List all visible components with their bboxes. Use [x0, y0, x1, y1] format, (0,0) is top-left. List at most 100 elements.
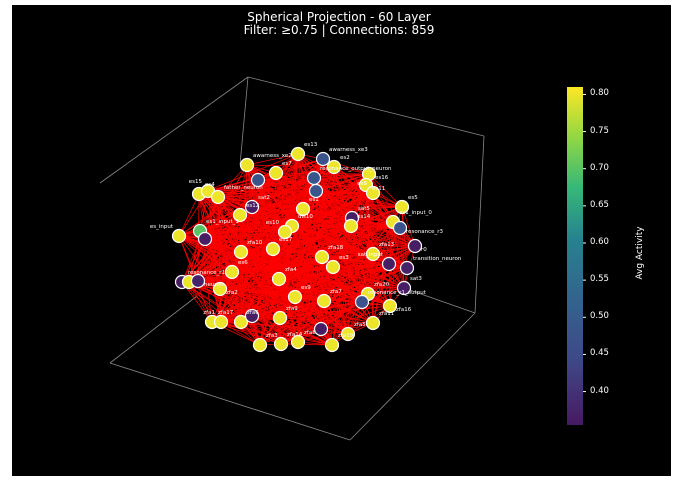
node-label: es13 — [304, 142, 318, 148]
node — [315, 151, 331, 167]
node — [268, 165, 284, 181]
edge — [280, 287, 405, 345]
edge — [279, 300, 325, 319]
edge — [211, 245, 416, 323]
edge — [240, 231, 286, 253]
edge — [399, 227, 405, 289]
edge — [297, 322, 374, 343]
edge — [181, 173, 370, 283]
node-label: zfa8 — [304, 330, 316, 336]
node-label: sat2 — [258, 195, 270, 201]
node-label: es_input — [150, 224, 174, 230]
edge — [240, 251, 369, 295]
node-label: es1_input_0 — [399, 210, 432, 216]
node — [272, 310, 288, 326]
node-label: neuron — [204, 282, 224, 288]
nodes — [171, 146, 423, 353]
node-label: es10 — [266, 220, 280, 226]
edge — [240, 301, 363, 323]
node-label: es1 — [309, 197, 319, 203]
colorbar-tick: 0.75 — [590, 125, 609, 136]
edge — [188, 281, 213, 323]
node-label: zfa1 — [203, 310, 215, 316]
edge — [240, 164, 248, 253]
node — [382, 298, 398, 314]
node — [313, 321, 329, 337]
edge — [207, 173, 370, 192]
node-labels: es13 awarness_xe3 es2 awarness_xe2 es7 resona… — [150, 142, 462, 339]
edge — [217, 173, 370, 198]
edge — [231, 263, 390, 273]
edge — [240, 321, 282, 345]
edge — [246, 153, 299, 166]
edge — [279, 317, 374, 324]
edge — [197, 280, 405, 289]
edge — [239, 208, 304, 216]
node — [365, 246, 381, 262]
node — [273, 336, 289, 352]
node-label: awarness_xe2 — [253, 153, 292, 159]
edge — [219, 267, 408, 290]
edge — [280, 343, 333, 346]
node — [233, 244, 249, 260]
edge — [323, 300, 333, 346]
node-label: awarness_xe3 — [329, 147, 368, 153]
edge — [231, 221, 394, 273]
node-label: sat5 — [358, 206, 370, 212]
node-label: zfa14 — [287, 332, 303, 338]
node — [326, 159, 342, 175]
node-label: zfa13 — [379, 242, 395, 248]
edge — [199, 230, 286, 233]
edge — [239, 214, 353, 219]
edge — [198, 192, 374, 195]
node — [244, 308, 260, 324]
edge — [178, 193, 200, 237]
edge — [302, 173, 370, 210]
edge — [220, 221, 394, 323]
node-label: zfa3 — [266, 333, 278, 339]
edge — [207, 190, 374, 194]
node — [354, 294, 370, 310]
node — [233, 314, 249, 330]
node — [287, 289, 303, 305]
node — [365, 315, 381, 331]
edge — [181, 281, 242, 323]
edge — [188, 253, 374, 283]
edge — [239, 214, 286, 233]
node — [392, 220, 408, 236]
edge — [178, 235, 349, 335]
edge — [246, 164, 335, 168]
edge — [259, 301, 363, 346]
node-label: transition_neuron — [413, 256, 462, 262]
node-label: zfa4 — [285, 267, 297, 273]
edge — [278, 256, 323, 280]
node — [324, 337, 340, 353]
edge — [188, 281, 222, 323]
edge — [284, 231, 325, 302]
chart-title: Spherical Projection - 60 Layer — [247, 10, 431, 24]
edge — [204, 227, 401, 240]
edge — [279, 305, 391, 319]
node — [239, 157, 255, 173]
node — [306, 170, 322, 186]
node-label: zfa7 — [330, 289, 342, 295]
colorbar-tick: 0.60 — [590, 237, 609, 247]
node-label: resonance_r1_output — [368, 290, 427, 296]
node — [314, 249, 330, 265]
node — [343, 218, 359, 234]
edge — [188, 267, 408, 283]
node-label: father_neuron — [224, 185, 263, 191]
node-label: sat3 — [410, 276, 422, 282]
node-label: zfa10 — [247, 240, 263, 246]
edge — [257, 158, 324, 181]
edge — [251, 315, 299, 343]
node-label: r0 — [421, 247, 427, 253]
edge — [220, 321, 282, 345]
edge — [240, 321, 333, 346]
edge — [207, 190, 403, 208]
colorbar-tick: 0.55 — [590, 274, 609, 285]
edge — [207, 158, 324, 192]
edge — [251, 231, 286, 317]
node — [197, 231, 213, 247]
